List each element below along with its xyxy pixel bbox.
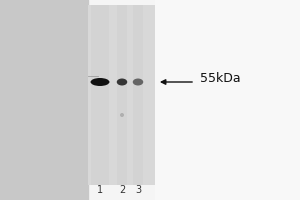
Text: 1: 1 xyxy=(97,185,103,195)
Bar xyxy=(117,5,127,185)
Text: 55kDa: 55kDa xyxy=(200,72,241,84)
Bar xyxy=(133,5,143,185)
Text: 3: 3 xyxy=(135,185,141,195)
Text: 2: 2 xyxy=(119,185,125,195)
Ellipse shape xyxy=(117,78,127,86)
Ellipse shape xyxy=(91,78,110,86)
Bar xyxy=(91,5,109,185)
Ellipse shape xyxy=(120,113,124,117)
Bar xyxy=(155,0,300,200)
Bar xyxy=(88,5,155,185)
Ellipse shape xyxy=(133,78,143,86)
